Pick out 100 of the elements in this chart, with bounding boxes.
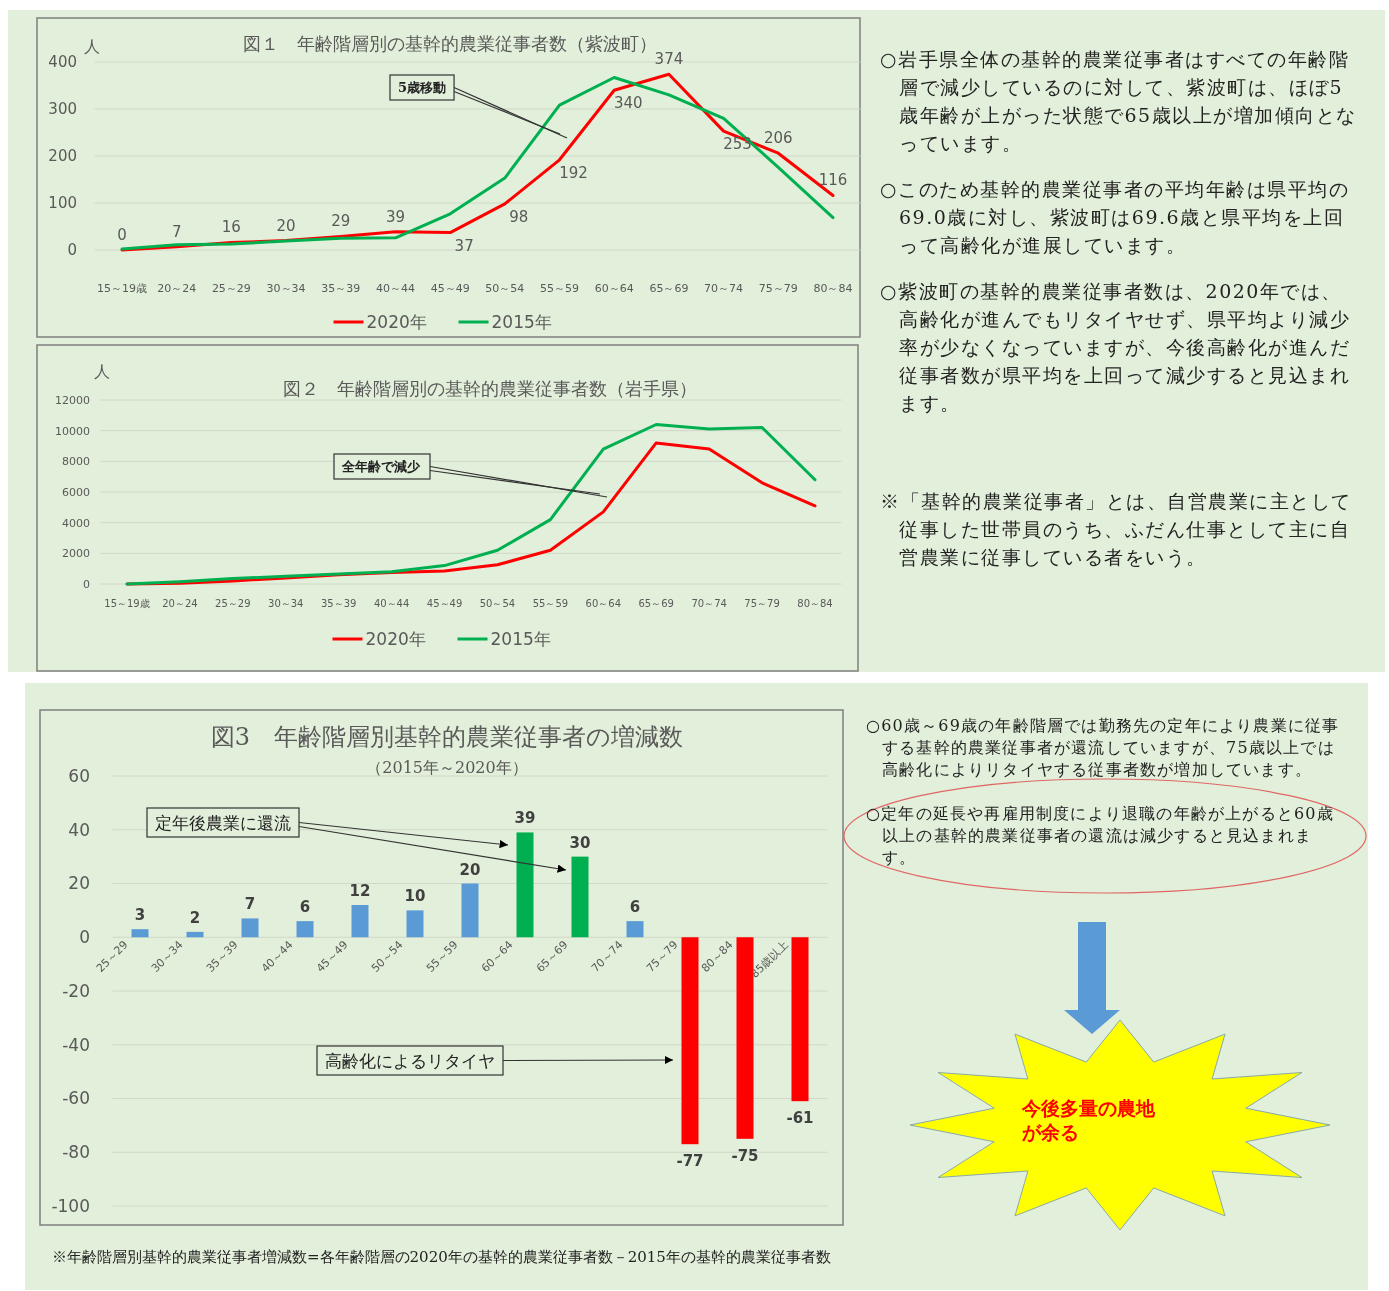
x-tick-label: 40～44 bbox=[258, 938, 296, 975]
x-tick-label: 15～19歳 bbox=[97, 282, 147, 295]
bar bbox=[351, 905, 369, 938]
y-tick-label: 10000 bbox=[55, 424, 90, 438]
x-tick-label: 75～79 bbox=[643, 938, 681, 975]
data-label: 30 bbox=[569, 833, 591, 852]
data-label: 253 bbox=[723, 135, 752, 154]
data-label: -75 bbox=[731, 1146, 759, 1165]
x-tick-label: 80～84 bbox=[797, 598, 833, 609]
text: 今後多量の農地が余る bbox=[1022, 1096, 1156, 1144]
text: ※「基幹的農業従事者」とは、自営農業に主として従事した世帯員のうち、ふだん仕事として主に自営農業に従事している者をいう。 bbox=[880, 489, 1353, 570]
chart-title: 図１ 年齢階層別の基幹的農業従事者数（紫波町） bbox=[243, 33, 657, 54]
x-tick-label: 70～74 bbox=[691, 598, 727, 609]
data-label: 116 bbox=[818, 171, 848, 190]
x-tick-label: 65～69 bbox=[649, 282, 689, 295]
bar bbox=[791, 937, 809, 1102]
legend-label: 2020年 bbox=[365, 629, 426, 649]
x-tick-label: 80～84 bbox=[813, 282, 853, 295]
x-tick-label: 45～49 bbox=[313, 938, 351, 975]
bar bbox=[516, 832, 534, 938]
x-tick-label: 15～19歳 bbox=[104, 598, 150, 609]
x-tick-label: 55～59 bbox=[532, 598, 569, 609]
data-label: 6 bbox=[629, 898, 641, 917]
text: ○60歳～69歳の年齢階層では勤務先の定年により農業に従事する基幹的農業従事者が還流していますが、75歳以上では高齢化によりリタイヤする従事者数が増加しています。 bbox=[866, 715, 1341, 781]
y-axis-title: 人 bbox=[84, 37, 100, 56]
x-tick-label: 65～69 bbox=[533, 938, 571, 975]
y-tick-label: 8000 bbox=[62, 455, 90, 469]
data-label: 39 bbox=[385, 207, 406, 226]
y-tick-label: 20 bbox=[68, 873, 90, 894]
y-tick-label: 400 bbox=[48, 53, 77, 72]
legend-label: 2015年 bbox=[491, 312, 552, 332]
y-tick-label: -60 bbox=[62, 1088, 90, 1109]
bar bbox=[406, 910, 424, 938]
x-tick-label: 75～79 bbox=[744, 598, 780, 609]
y-tick-label: 2000 bbox=[62, 547, 90, 561]
data-label: 340 bbox=[613, 94, 643, 113]
bar bbox=[296, 921, 314, 938]
x-tick-label: 60～64 bbox=[478, 938, 516, 975]
data-label: 16 bbox=[221, 218, 241, 237]
y-tick-label: 100 bbox=[48, 194, 77, 213]
data-label: -77 bbox=[676, 1152, 704, 1171]
bar bbox=[131, 929, 149, 938]
y-tick-label: 4000 bbox=[62, 516, 90, 530]
y-tick-label: 60 bbox=[68, 765, 90, 786]
y-tick-label: 300 bbox=[48, 100, 77, 119]
x-tick-label: 20～24 bbox=[157, 282, 197, 295]
text: ※年齢階層別基幹的農業従事者増減数=各年齢階層の2020年の基幹的農業従事者数－2015年の基幹的農業従事者数 bbox=[52, 1248, 831, 1266]
x-tick-label: 70～74 bbox=[588, 938, 626, 975]
bar bbox=[626, 921, 644, 938]
x-tick-label: 25～29 bbox=[215, 598, 251, 609]
bar bbox=[241, 918, 259, 938]
x-tick-label: 20～24 bbox=[162, 598, 198, 609]
data-label: 374 bbox=[654, 50, 684, 69]
chart-title: 図２ 年齢階層別の基幹的農業従事者数（岩手県） bbox=[283, 378, 697, 399]
data-label: 20 bbox=[276, 216, 296, 235]
x-tick-label: 55～59 bbox=[540, 282, 580, 295]
x-tick-label: 35～39 bbox=[321, 282, 361, 295]
bar bbox=[681, 937, 699, 1145]
data-label: 7 bbox=[171, 222, 182, 241]
data-label: 0 bbox=[117, 226, 127, 244]
text: ○紫波町の基幹的農業従事者数は、2020年では、高齢化が進んでもリタイヤせず、県平均より減少率が少なくなっていますが、今後高齢化が進んだ従事者数が県平均を上回って減少すると見込まれます。 bbox=[880, 279, 1351, 416]
x-tick-label: 45～49 bbox=[430, 282, 470, 295]
x-tick-label: 55～59 bbox=[423, 938, 461, 975]
bar bbox=[736, 937, 754, 1139]
annotation: 全年齢で減少 bbox=[341, 459, 421, 474]
bar bbox=[571, 856, 589, 938]
y-tick-label: -100 bbox=[51, 1195, 90, 1216]
data-label: 10 bbox=[404, 887, 426, 906]
annotation: 高齢化によるリタイヤ bbox=[325, 1051, 495, 1071]
data-label: 37 bbox=[454, 236, 474, 255]
x-tick-label: 30～34 bbox=[148, 938, 186, 975]
bar bbox=[186, 931, 204, 938]
x-tick-label: 50～54 bbox=[485, 282, 525, 295]
callout: 5歳移動 bbox=[389, 74, 568, 139]
data-label: 98 bbox=[509, 207, 529, 226]
data-label: 2 bbox=[189, 908, 201, 927]
x-tick-label: 25～29 bbox=[93, 938, 131, 975]
y-tick-label: 40 bbox=[68, 819, 90, 840]
data-label: 3 bbox=[134, 906, 146, 925]
chart-title: 図3 年齢階層別基幹的農業従事者の増減数 bbox=[210, 723, 684, 751]
data-label: 12 bbox=[349, 882, 371, 900]
y-axis-title: 人 bbox=[94, 362, 110, 381]
y-tick-label: 200 bbox=[48, 147, 77, 166]
y-tick-label: -40 bbox=[62, 1034, 90, 1055]
callout: 高齢化によるリタイヤ bbox=[316, 1045, 674, 1076]
text: ○このため基幹的農業従事者の平均年齢は県平均の69.0歳に対し、紫波町は69.6歳と県平均を上回って高齢化が進展しています。 bbox=[880, 177, 1351, 258]
text: ○定年の延長や再雇用制度により退職の年齢が上がると60歳以上の基幹的農業従事者の還流は減少すると見込まれます。 bbox=[866, 803, 1335, 869]
x-tick-label: 60～64 bbox=[594, 282, 634, 295]
y-tick-label: 0 bbox=[83, 577, 90, 591]
legend-label: 2015年 bbox=[490, 629, 551, 649]
y-tick-label: 0 bbox=[79, 927, 90, 948]
data-label: 29 bbox=[331, 212, 351, 231]
x-tick-label: 25～29 bbox=[211, 282, 251, 295]
callout: 全年齢で減少 bbox=[333, 453, 608, 498]
x-tick-label: 35～39 bbox=[203, 938, 241, 975]
data-label: 7 bbox=[244, 895, 256, 914]
x-tick-label: 80～84 bbox=[698, 938, 736, 975]
x-tick-label: 65～69 bbox=[638, 598, 674, 609]
data-label: -61 bbox=[786, 1109, 814, 1128]
text: ○岩手県全体の基幹的農業従事者はすべての年齢階層で減少しているのに対して、紫波町は、ほぼ5歳年齢が上がった状態で65歳以上が増加傾向となっています。 bbox=[880, 47, 1358, 156]
